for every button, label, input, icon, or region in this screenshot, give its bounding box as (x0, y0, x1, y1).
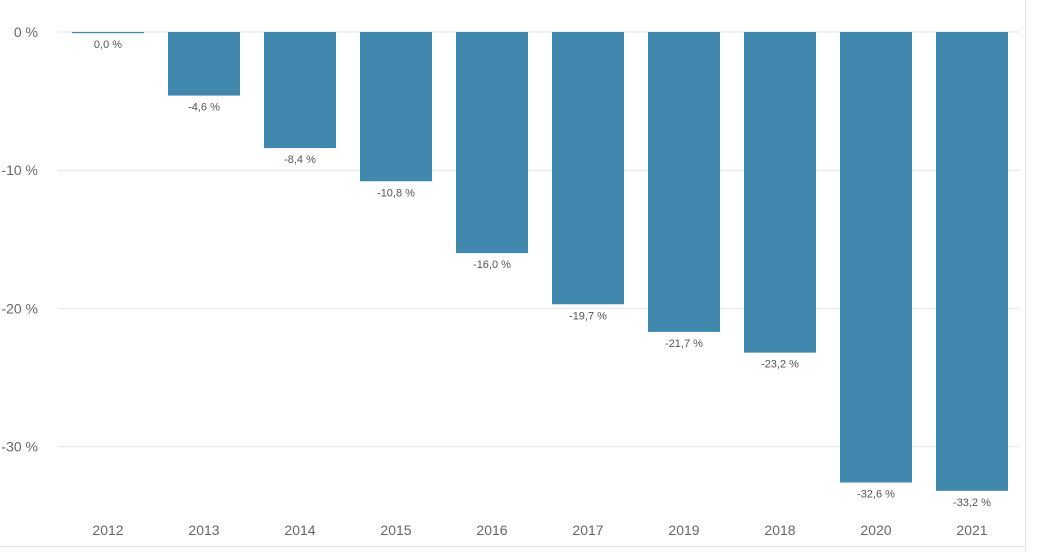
data-labels: 0,0 % -4,6 % -8,4 % -10,8 % -16,0 % -19,7 % -2… (94, 39, 991, 509)
x-tick-label: 2020 (860, 522, 891, 538)
bar[interactable] (456, 32, 528, 254)
x-axis-tick-labels: 2012 2013 2014 2015 2016 2017 2019 2018 2020 2021 (92, 522, 987, 538)
bar[interactable] (648, 32, 720, 332)
bars (72, 32, 1008, 491)
bar[interactable] (360, 32, 432, 182)
x-tick-label: 2012 (92, 522, 123, 538)
bar[interactable] (264, 32, 336, 149)
x-tick-label: 2017 (572, 522, 603, 538)
x-tick-label: 2016 (476, 522, 507, 538)
y-tick-label: -30 % (1, 439, 38, 455)
data-label: -21,7 % (665, 338, 703, 350)
bar[interactable] (936, 32, 1008, 491)
y-axis-tick-labels: 0 % -10 % -20 % -30 % (1, 24, 38, 455)
y-tick-label: -10 % (1, 162, 38, 178)
x-tick-label: 2014 (284, 522, 315, 538)
x-tick-label: 2015 (380, 522, 411, 538)
data-label: -33,2 % (953, 497, 991, 509)
x-tick-label: 2018 (764, 522, 795, 538)
chart-right-border (1025, 0, 1026, 552)
data-label: -23,2 % (761, 359, 799, 371)
data-label: -32,6 % (857, 489, 895, 501)
y-tick-label: -20 % (1, 300, 38, 316)
data-label: -10,8 % (377, 187, 415, 199)
chart-bottom-border (0, 546, 1026, 547)
data-label: -19,7 % (569, 310, 607, 322)
bar[interactable] (72, 32, 144, 34)
bar[interactable] (744, 32, 816, 353)
y-tick-label: 0 % (14, 24, 38, 40)
x-tick-label: 2013 (188, 522, 219, 538)
data-label: 0,0 % (94, 39, 122, 51)
x-tick-label: 2021 (956, 522, 987, 538)
data-label: -16,0 % (473, 259, 511, 271)
bar[interactable] (552, 32, 624, 305)
data-label: -4,6 % (188, 102, 220, 114)
bar[interactable] (168, 32, 240, 96)
data-label: -8,4 % (284, 154, 316, 166)
bar[interactable] (840, 32, 912, 483)
x-tick-label: 2019 (668, 522, 699, 538)
